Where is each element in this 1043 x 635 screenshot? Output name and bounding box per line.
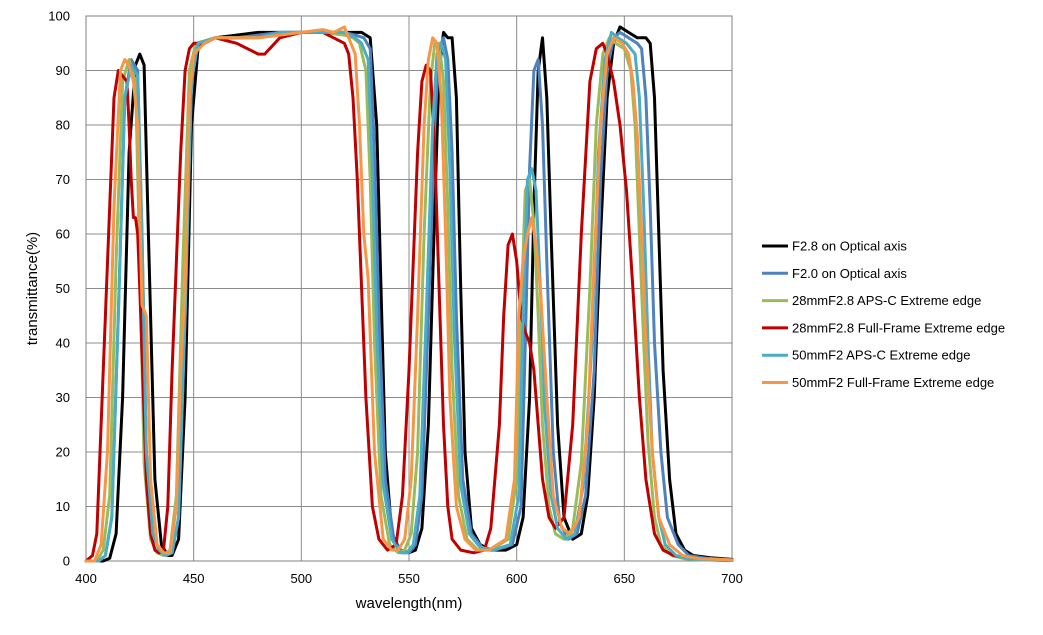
x-tick-label: 400	[75, 571, 97, 586]
legend: F2.8 on Optical axis F2.0 on Optical axis…	[762, 239, 1005, 390]
y-tick-label: 70	[56, 172, 70, 187]
x-tick-label: 500	[290, 571, 312, 586]
series-line	[84, 30, 734, 563]
y-axis-ticks: 0 10 20 30 40 50 60 70 80 90 100	[48, 9, 70, 569]
y-tick-label: 0	[63, 554, 70, 569]
legend-label: F2.0 on Optical axis	[792, 266, 907, 281]
y-tick-label: 60	[56, 227, 70, 242]
x-tick-label: 700	[721, 571, 743, 586]
legend-label: F2.8 on Optical axis	[792, 239, 907, 254]
y-tick-label: 50	[56, 281, 70, 296]
plot-area-frame	[85, 15, 733, 562]
y-axis-title: transmittance(%)	[24, 232, 41, 345]
x-axis-title: wavelength(nm)	[355, 595, 463, 612]
y-tick-label: 40	[56, 336, 70, 351]
legend-label: 50mmF2 Full-Frame Extreme edge	[792, 375, 994, 390]
x-tick-label: 650	[613, 571, 635, 586]
y-tick-label: 100	[48, 9, 70, 24]
y-tick-label: 30	[56, 390, 70, 405]
y-tick-label: 90	[56, 63, 70, 78]
y-tick-label: 20	[56, 445, 70, 460]
x-axis-ticks: 400 450 500 550 600 650 700	[75, 571, 743, 586]
series-lines	[84, 25, 734, 563]
x-tick-label: 600	[506, 571, 528, 586]
y-tick-label: 10	[56, 499, 70, 514]
y-tick-label: 80	[56, 118, 70, 133]
legend-label: 28mmF2.8 APS-C Extreme edge	[792, 293, 981, 308]
x-tick-label: 450	[183, 571, 205, 586]
x-tick-label: 550	[398, 571, 420, 586]
legend-label: 28mmF2.8 Full-Frame Extreme edge	[792, 320, 1005, 335]
legend-label: 50mmF2 APS-C Extreme edge	[792, 348, 970, 363]
series-line	[84, 25, 734, 563]
